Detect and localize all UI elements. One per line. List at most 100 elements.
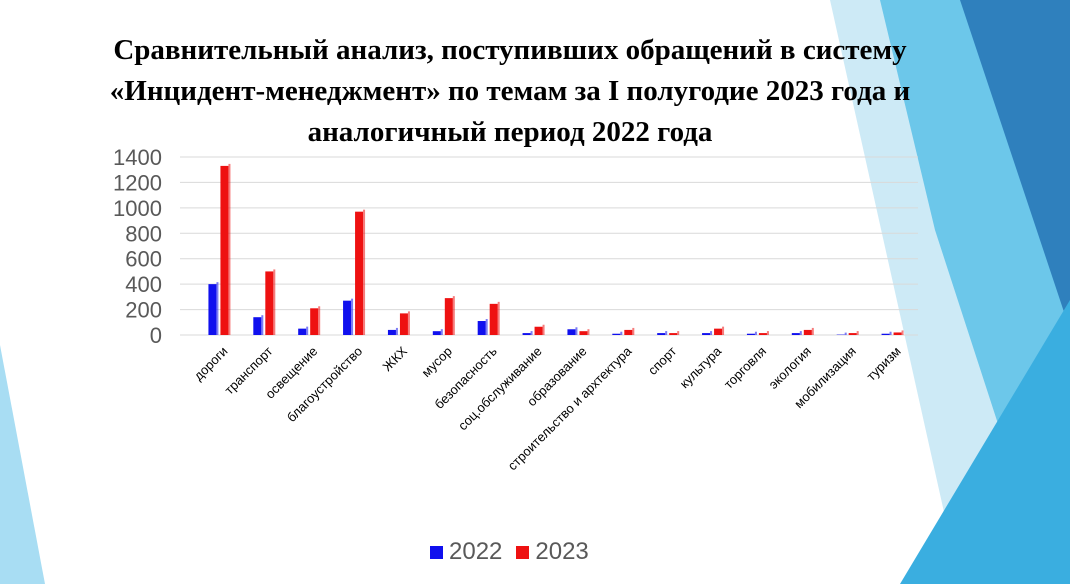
bar-side-2022 <box>440 329 443 335</box>
bar-side-2023 <box>228 163 231 335</box>
bar-side-2022 <box>799 331 802 335</box>
bar-side-2022 <box>665 331 668 335</box>
bg-shape-bottom <box>900 300 1070 584</box>
bar-2022 <box>567 329 576 335</box>
bar-2023 <box>444 298 453 335</box>
bars <box>208 163 904 335</box>
bar-side-2022 <box>485 319 488 335</box>
bar-2023 <box>669 333 678 335</box>
bar-side-2023 <box>497 301 500 335</box>
x-category-label: дороги <box>191 344 231 384</box>
bar-side-2023 <box>766 331 769 335</box>
x-category-label: спорт <box>645 343 679 377</box>
legend-item-2023: 2023 <box>516 538 589 566</box>
y-tick-label: 0 <box>150 323 162 348</box>
bar-2022 <box>253 317 262 335</box>
bar-2022 <box>298 328 307 335</box>
bar-2023 <box>534 326 543 335</box>
bar-2022 <box>791 333 800 335</box>
x-category-label: благоустройство <box>284 344 365 425</box>
bg-shape-left <box>0 345 45 584</box>
bar-2022 <box>702 333 711 335</box>
title-line-3: аналогичный период 2022 года <box>307 116 713 148</box>
bar-side-2023 <box>542 324 545 335</box>
bg-shape-dark <box>960 0 1070 330</box>
chart-title: Сравнительный анализ, поступивших обраще… <box>90 30 930 153</box>
bar-2023 <box>803 329 812 335</box>
bar-side-2022 <box>844 332 847 335</box>
legend-label-2023: 2023 <box>535 538 589 565</box>
y-tick-label: 1000 <box>113 196 162 221</box>
bar-2022 <box>387 329 396 335</box>
x-category-label: ЖКХ <box>379 343 410 374</box>
legend-swatch-2023 <box>516 545 530 559</box>
bar-2023 <box>893 332 902 335</box>
x-category-label: туризм <box>863 343 903 383</box>
legend-item-2022: 2022 <box>430 538 502 566</box>
bar-2023 <box>355 211 364 335</box>
y-tick-label: 1400 <box>113 145 162 170</box>
x-category-label: культура <box>677 343 725 391</box>
bar-2023 <box>758 333 767 335</box>
bar-side-2023 <box>318 306 321 335</box>
y-tick-label: 600 <box>125 247 162 272</box>
x-category-label: мусор <box>418 344 454 380</box>
bar-2022 <box>343 300 352 335</box>
bar-2023 <box>489 303 498 335</box>
bar-2023 <box>265 271 274 335</box>
bar-side-2023 <box>587 329 590 335</box>
bar-side-2023 <box>811 327 814 335</box>
bar-side-2022 <box>889 331 892 335</box>
bar-side-2022 <box>620 331 623 335</box>
bar-side-2022 <box>306 326 309 335</box>
bar-side-2023 <box>722 326 725 335</box>
bar-2022 <box>746 333 755 335</box>
grid-lines <box>180 156 918 336</box>
bar-side-2022 <box>575 327 578 335</box>
bar-side-2022 <box>530 331 533 335</box>
bar-2022 <box>612 333 621 335</box>
legend-label-2022: 2022 <box>449 538 503 565</box>
bar-side-2023 <box>856 331 859 335</box>
title-line-1: Сравнительный анализ, поступивших обраще… <box>113 34 907 66</box>
legend-swatch-2022 <box>430 545 443 559</box>
y-tick-label: 200 <box>125 298 162 323</box>
bar-2022 <box>432 331 441 335</box>
bar-side-2022 <box>754 331 757 335</box>
bar-side-2023 <box>452 296 455 335</box>
bar-side-2022 <box>710 331 713 335</box>
bar-2023 <box>714 328 723 335</box>
bar-side-2022 <box>351 298 354 335</box>
bar-2023 <box>220 165 229 335</box>
y-tick-label: 400 <box>125 272 162 297</box>
title-line-2: «Инцидент-менеджмент» по темам за I полу… <box>109 75 911 107</box>
bar-side-2022 <box>216 282 219 335</box>
bar-2022 <box>657 333 666 335</box>
bar-side-2023 <box>677 331 680 335</box>
bar-side-2023 <box>363 209 366 335</box>
x-category-label: соц.обслуживание <box>455 344 545 434</box>
bar-side-2022 <box>261 315 264 335</box>
bar-side-2023 <box>273 269 276 335</box>
bar-2023 <box>579 331 588 335</box>
bar-2023 <box>848 333 857 335</box>
legend: 2022 2023 <box>430 538 589 566</box>
bar-2022 <box>522 333 531 335</box>
y-tick-label: 800 <box>125 221 162 246</box>
bar-2023 <box>624 329 633 335</box>
bar-side-2023 <box>901 330 904 335</box>
bar-2022 <box>208 284 217 335</box>
bar-2022 <box>881 333 890 335</box>
bar-2023 <box>310 308 319 335</box>
bar-side-2023 <box>632 327 635 335</box>
bar-side-2023 <box>407 311 410 335</box>
bar-side-2022 <box>395 327 398 335</box>
y-tick-label: 1200 <box>113 170 162 195</box>
bar-2023 <box>399 313 408 335</box>
x-category-label: торговля <box>721 344 769 392</box>
bar-2022 <box>477 321 486 335</box>
